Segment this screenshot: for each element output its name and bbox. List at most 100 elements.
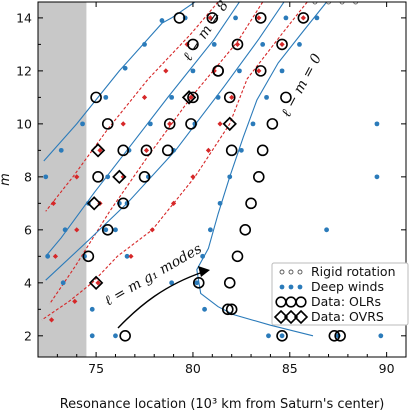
olr-data-circle — [245, 197, 257, 210]
deep-wind-diamond — [149, 227, 155, 233]
deep-wind-diamond — [279, 41, 285, 47]
legend-rigid-label: Rigid rotation — [311, 264, 396, 279]
olr-data-circle — [101, 224, 114, 236]
annotation-l-minus-m-0: ℓ − m = 0 — [278, 51, 325, 120]
deep-wind-point — [169, 94, 175, 100]
olr-data-circle — [192, 277, 205, 289]
deep-wind-diamond — [190, 174, 196, 180]
y-tick-label: 12 — [16, 63, 32, 78]
deep-wind-point — [215, 94, 221, 100]
y-tick-label: 14 — [16, 10, 32, 25]
olr-data-circle — [231, 250, 244, 263]
deep-wind-point — [260, 41, 266, 47]
olr-data-circle — [328, 330, 341, 342]
y-axis-label: m — [0, 173, 13, 186]
olr-data-circle — [82, 250, 95, 263]
deep-wind-point — [43, 174, 49, 180]
olr-data-circle — [119, 330, 131, 342]
legend-ovrs-label: Data: OVRS — [311, 309, 384, 324]
deep-wind-point — [374, 121, 380, 127]
deep-wind-point — [113, 227, 118, 233]
deep-wind-diamond — [234, 41, 241, 47]
ovrs-data-diamond — [181, 90, 197, 105]
olr-data-circle — [297, 12, 310, 24]
olr-data-circle — [231, 38, 244, 51]
curve-blue-2 — [45, 2, 240, 257]
deep-wind-diamond — [207, 15, 213, 21]
legend-rigid-marker — [279, 269, 303, 275]
olr-data-circle — [138, 171, 151, 183]
olr-data-circle — [187, 91, 199, 104]
deep-wind-diamond — [188, 94, 194, 100]
olr-data-circle — [280, 91, 292, 104]
olr-data-circle — [90, 91, 102, 104]
deep-wind-diamond — [97, 147, 103, 153]
axes: 75 80 85 90 2 4 6 8 10 12 14 Resonance location (10… — [0, 1, 407, 412]
olr-data-circle — [173, 12, 186, 24]
olr-data-circle — [252, 171, 265, 183]
deep-wind-diamond — [217, 121, 223, 127]
deep-wind-diamond — [143, 147, 150, 153]
deep-wind-point — [217, 200, 223, 206]
deep-wind-point — [62, 227, 68, 233]
y-tick-label: 6 — [24, 222, 32, 237]
deep-wind-point — [169, 280, 175, 286]
deep-wind-point — [279, 333, 285, 339]
y-tick-label: 10 — [16, 116, 32, 131]
legend-box — [271, 262, 409, 326]
deep-wind-point — [103, 227, 109, 233]
deep-wind-point — [113, 333, 118, 339]
legend: Rigid rotation Deep winds Data: OLRs Dat… — [271, 262, 409, 326]
olr-data-circle — [206, 12, 219, 24]
deep-wind-diamond — [167, 121, 173, 127]
olr-data-circle — [163, 118, 176, 130]
olr-data-circle — [140, 144, 153, 157]
olr-data-circle — [222, 303, 234, 316]
deep-wind-point — [124, 253, 130, 259]
olr-data-circle — [161, 144, 174, 157]
deep-wind-point — [283, 15, 289, 21]
deep-wind-diamond — [95, 280, 101, 286]
deep-wind-diamond — [74, 174, 80, 180]
olr-data-circle — [254, 65, 267, 77]
olr-data-circle — [254, 12, 267, 24]
olr-data-circle — [101, 118, 114, 130]
deep-wind-point — [190, 68, 196, 74]
deep-wind-diamond — [48, 317, 55, 323]
olr-data-circle — [185, 118, 197, 130]
deep-wind-point — [103, 94, 109, 100]
y-tick-label: 4 — [24, 275, 32, 290]
olr-data-circle — [117, 197, 130, 210]
x-tick-label: 85 — [282, 361, 298, 376]
deep-wind-point — [227, 174, 233, 180]
chart-marks — [41, 2, 384, 342]
olr-data-circle — [117, 144, 130, 157]
olr-data-circle — [225, 144, 238, 157]
plot-area — [38, 2, 87, 357]
olr-data-circle — [223, 277, 236, 289]
ovrs-data-diamond — [90, 143, 106, 158]
deep-wind-diamond — [229, 94, 235, 100]
deep-wind-point — [266, 333, 271, 339]
deep-wind-point — [324, 227, 329, 233]
deep-wind-point — [58, 147, 64, 153]
deep-wind-point — [200, 253, 206, 259]
deep-wind-point — [211, 41, 217, 47]
deep-wind-point — [233, 15, 238, 21]
legend-ovrs-marker — [273, 309, 309, 325]
curve-red-3 — [49, 2, 264, 305]
deep-wind-point — [279, 68, 285, 74]
y-tick-label: 8 — [24, 169, 32, 184]
deep-wind-point — [238, 147, 244, 153]
annotation-arrow — [117, 271, 204, 329]
deep-wind-point — [89, 306, 95, 312]
olr-data-circle — [212, 65, 224, 77]
curve-red-5 — [41, 2, 308, 321]
olr-data-circle — [266, 118, 279, 130]
deep-wind-point — [159, 18, 165, 23]
deep-wind-diamond — [128, 253, 134, 259]
ovrs-data-diamond — [86, 196, 102, 211]
x-tick-label: 90 — [379, 361, 395, 376]
olr-data-circle — [239, 224, 252, 236]
